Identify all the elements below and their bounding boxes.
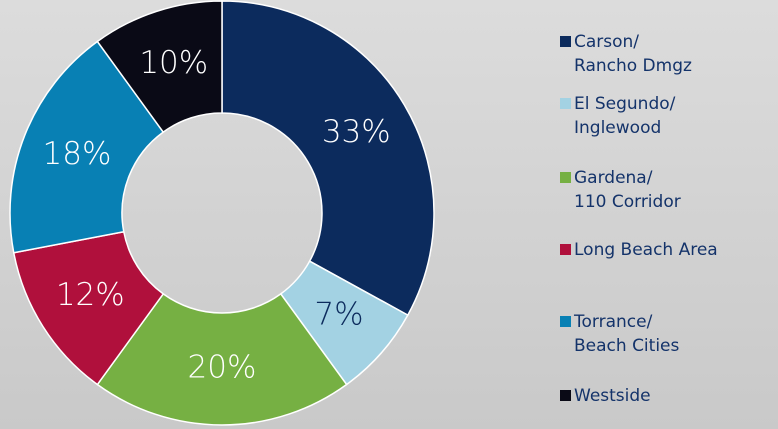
data-label: 18% [43, 136, 112, 172]
legend-item: Torrance/ Beach Cities [560, 310, 679, 358]
legend-label: Gardena/ 110 Corridor [574, 168, 681, 212]
legend-label: Westside [574, 386, 651, 406]
legend-label: Torrance/ Beach Cities [574, 312, 680, 356]
legend-swatch [560, 390, 571, 401]
legend-label: Carson/ Rancho Dmgz [574, 32, 692, 76]
donut-segment [221, 0, 435, 317]
legend-swatch [560, 316, 571, 327]
data-label: 20% [188, 350, 257, 386]
legend-item: Westside [560, 384, 651, 408]
legend-item: Long Beach Area [560, 238, 718, 262]
legend-swatch [560, 98, 571, 109]
legend-item: Carson/ Rancho Dmgz [560, 30, 692, 78]
legend-swatch [560, 172, 571, 183]
legend-swatch [560, 244, 571, 255]
chart: 33% 7% 20% 12% 18% 10% [9, 0, 435, 426]
data-label: 12% [56, 277, 125, 313]
donut-segment [96, 0, 223, 134]
data-label: 33% [322, 114, 391, 150]
data-label: 10% [139, 45, 208, 81]
legend-label: Long Beach Area [574, 240, 718, 260]
data-label: 7% [314, 297, 363, 333]
legend-item: El Segundo/ Inglewood [560, 92, 675, 140]
legend-swatch [560, 36, 571, 47]
donut-segment [96, 292, 348, 426]
legend-item: Gardena/ 110 Corridor [560, 166, 681, 214]
donut-segment [9, 40, 165, 254]
legend-label: El Segundo/ Inglewood [574, 94, 676, 138]
